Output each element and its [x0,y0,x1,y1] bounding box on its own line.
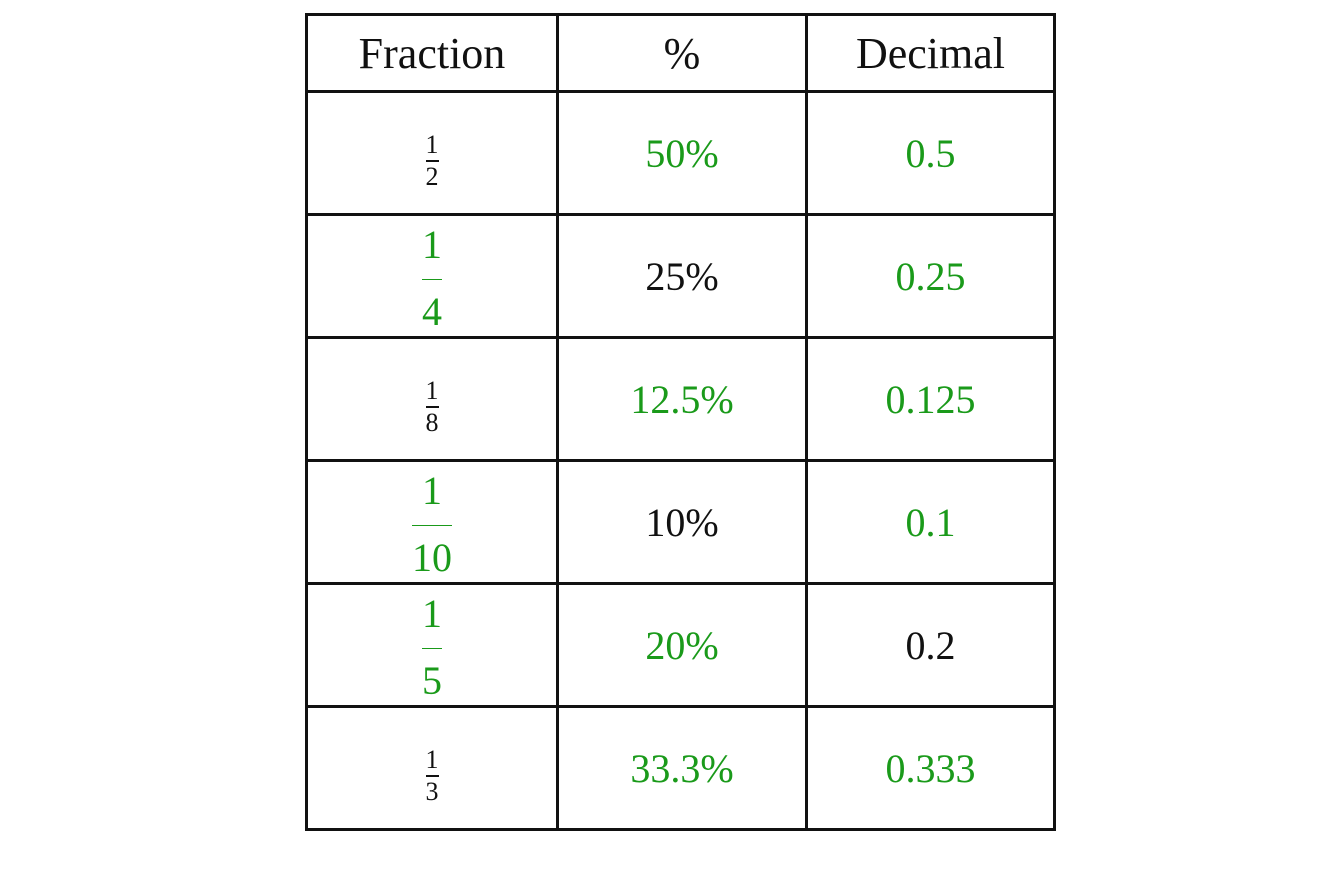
fraction: 1 2 [425,130,439,191]
header-row: Fraction % Decimal [305,13,1056,93]
table-row: 1 5 20% 0.2 [305,582,1056,708]
numerator: 1 [422,467,442,513]
percent-cell: 50% [556,90,808,216]
fraction-bar [422,278,442,280]
fraction: 1 5 [422,590,442,703]
denominator: 4 [422,288,442,334]
denominator: 2 [425,162,439,191]
decimal-cell: 0.333 [805,705,1056,831]
numerator: 1 [425,130,439,159]
table-row: 1 2 50% 0.5 [305,90,1056,216]
table-row: 1 4 25% 0.25 [305,213,1056,339]
fraction-cell: 1 5 [305,582,559,708]
fraction-cell: 1 10 [305,459,559,585]
fraction: 1 4 [422,221,442,334]
numerator: 1 [425,376,439,405]
numerator: 1 [425,745,439,774]
table-row: 1 10 10% 0.1 [305,459,1056,585]
denominator: 8 [425,408,439,437]
fraction-cell: 1 8 [305,336,559,462]
header-percent: % [556,13,808,93]
decimal-cell: 0.2 [805,582,1056,708]
numerator: 1 [422,590,442,636]
fraction-bar [425,160,439,162]
fraction: 1 8 [425,376,439,437]
fraction-percent-decimal-table: Fraction % Decimal 1 2 50% 0.5 1 4 25% 0.25 … [305,13,1056,831]
header-decimal: Decimal [805,13,1056,93]
decimal-cell: 0.25 [805,213,1056,339]
denominator: 5 [422,657,442,703]
percent-cell: 25% [556,213,808,339]
fraction-bar [425,775,439,777]
fraction: 1 3 [425,745,439,806]
percent-cell: 10% [556,459,808,585]
table-row: 1 3 33.3% 0.333 [305,705,1056,831]
fraction-cell: 1 3 [305,705,559,831]
decimal-cell: 0.5 [805,90,1056,216]
denominator: 10 [412,534,452,580]
header-fraction: Fraction [305,13,559,93]
numerator: 1 [422,221,442,267]
fraction-bar [412,524,452,526]
percent-cell: 20% [556,582,808,708]
denominator: 3 [425,777,439,806]
percent-cell: 12.5% [556,336,808,462]
fraction-cell: 1 2 [305,90,559,216]
percent-cell: 33.3% [556,705,808,831]
fraction-cell: 1 4 [305,213,559,339]
fraction-bar [422,647,442,649]
table-row: 1 8 12.5% 0.125 [305,336,1056,462]
decimal-cell: 0.125 [805,336,1056,462]
fraction-bar [425,406,439,408]
fraction: 1 10 [412,467,452,580]
decimal-cell: 0.1 [805,459,1056,585]
